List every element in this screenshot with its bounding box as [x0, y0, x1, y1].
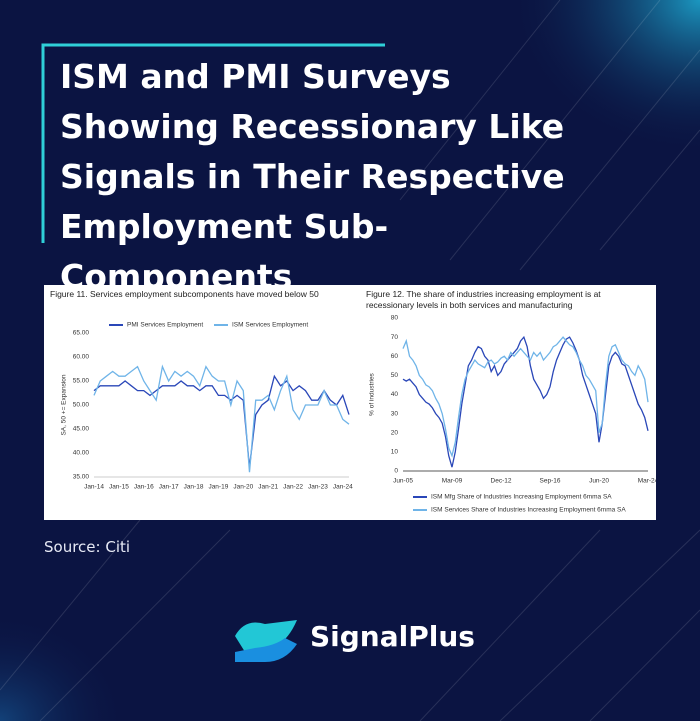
y-tick-label: 40 [391, 391, 399, 398]
x-tick-label: Jun-20 [589, 478, 609, 485]
y-tick-label: 80 [391, 315, 399, 322]
x-tick-label: Sep-16 [540, 478, 561, 485]
y-tick-label: 60.00 [73, 354, 90, 361]
charts: 35.00 40.00 45.00 50.00 55.00 60.00 65.00 Jan-1… [61, 315, 656, 514]
x-tick-label: Jan-24 [333, 484, 353, 491]
x-tick-label: Jun-05 [393, 478, 413, 485]
chart-panel: 35.00 40.00 45.00 50.00 55.00 60.00 65.00 Jan-1… [44, 285, 656, 520]
y-axis-label: SA, 50 += Expansion [61, 374, 68, 435]
y-tick-label: 30 [391, 410, 399, 417]
legend-label: PMI Services Employment [127, 322, 203, 329]
x-tick-label: Jan-23 [308, 484, 328, 491]
x-tick-label: Jan-19 [208, 484, 228, 491]
x-tick-label: Jan-22 [283, 484, 303, 491]
y-tick-label: 70 [391, 334, 399, 341]
y-tick-label: 45.00 [73, 426, 90, 433]
line-series [93, 374, 350, 468]
y-tick-label: 55.00 [73, 378, 90, 385]
legend-label: ISM Mfg Share of Industries Increasing E… [431, 494, 612, 501]
x-tick-label: Mar-24 [638, 478, 656, 485]
y-tick-label: 10 [391, 449, 399, 456]
headline: ISM and PMI Surveys Showing Recessionary… [60, 57, 565, 296]
x-tick-label: Mar-09 [442, 478, 463, 485]
x-tick-label: Jan-14 [84, 484, 104, 491]
legend-label: ISM Services Employment [232, 322, 308, 329]
x-tick-label: Dec-12 [491, 478, 512, 485]
brand: SignalPlus [310, 620, 475, 653]
x-tick-label: Jan-18 [184, 484, 204, 491]
y-axis-label: % of industries [369, 372, 376, 415]
line-series [402, 336, 649, 458]
y-tick-label: 65.00 [73, 330, 90, 337]
y-tick-label: 50 [391, 372, 399, 379]
line-series [402, 335, 649, 468]
source: Source: Citi [44, 538, 131, 556]
x-tick-label: Jan-15 [109, 484, 129, 491]
y-tick-label: 50.00 [73, 402, 90, 409]
legend-label: ISM Services Share of Industries Increas… [431, 507, 626, 514]
y-tick-label: 40.00 [73, 450, 90, 457]
chart-title: Figure 12. The share of industries incre… [366, 289, 601, 310]
x-tick-label: Jan-16 [134, 484, 154, 491]
y-tick-label: 35.00 [73, 474, 90, 481]
y-tick-label: 60 [391, 353, 399, 360]
x-tick-label: Jan-20 [233, 484, 253, 491]
x-tick-label: Jan-21 [258, 484, 278, 491]
chart-title: Figure 11. Services employment subcompon… [50, 289, 319, 299]
x-tick-label: Jan-17 [159, 484, 179, 491]
y-tick-label: 20 [391, 429, 399, 436]
y-tick-label: 0 [394, 468, 398, 475]
line-series [93, 364, 350, 473]
